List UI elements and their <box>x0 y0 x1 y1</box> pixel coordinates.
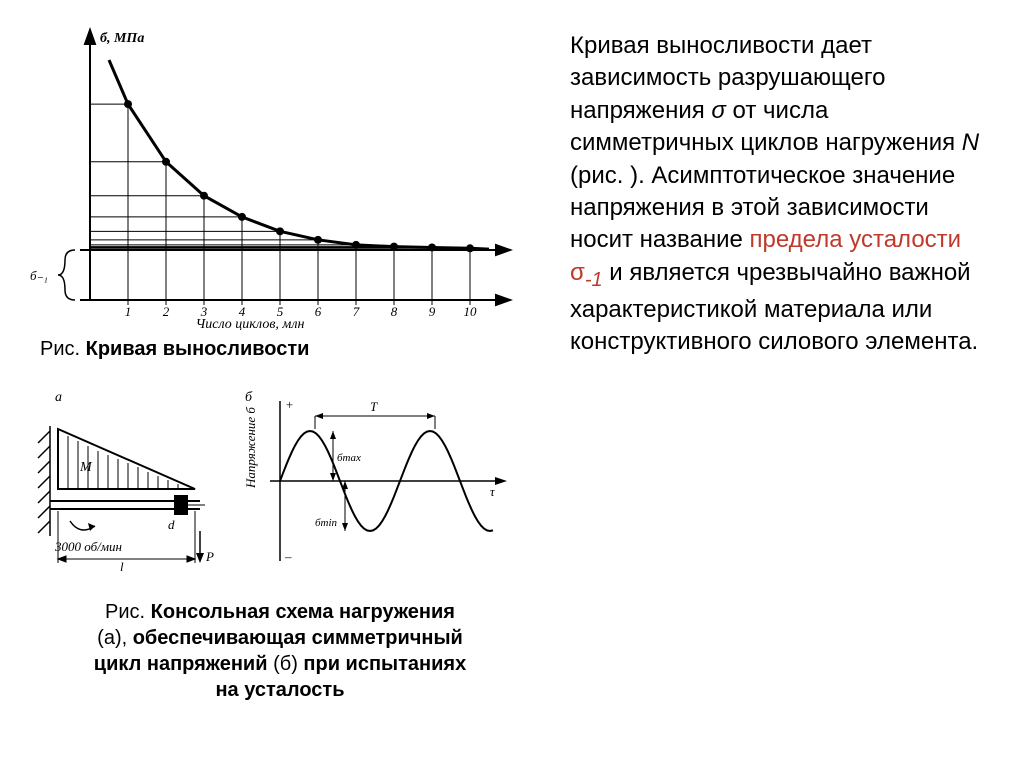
svg-text:10: 10 <box>464 304 478 319</box>
body-paragraph: Кривая выносливости дает зависимость раз… <box>570 20 990 703</box>
caption-1-bold: Кривая выносливости <box>86 338 310 360</box>
endurance-curve-chart: б₋₁ б, МПа 12345678910 Число циклов, млн <box>20 20 520 330</box>
c2-prefix: Рис. <box>105 601 151 623</box>
tau-label: τ <box>490 484 496 499</box>
para-hl-sub: -1 <box>585 269 603 291</box>
svg-text:6: 6 <box>315 304 322 319</box>
l-label: l <box>120 559 124 574</box>
para-t4: и является чрезвычайно важной характерис… <box>570 259 978 355</box>
c2-b1: Консольная схема нагружения <box>151 601 455 623</box>
d-label: d <box>168 517 175 532</box>
c2-p2: (б) <box>268 653 304 675</box>
y-axis-label: б, МПа <box>100 31 144 46</box>
c2-b3: цикл напряжений <box>94 653 268 675</box>
sine-y-label: Напряжение б <box>243 407 258 489</box>
moment-label: М <box>79 460 93 475</box>
svg-text:8: 8 <box>391 304 398 319</box>
para-N: N <box>962 129 979 156</box>
svg-text:2: 2 <box>163 304 170 319</box>
plus-label: + <box>285 397 294 412</box>
caption-1: Рис. Кривая выносливости <box>40 338 540 361</box>
c2-b4: при испытаниях <box>303 653 466 675</box>
caption-1-prefix: Рис. <box>40 338 86 360</box>
c2-p1: (а), <box>97 627 133 649</box>
sigma-minus-1-label: б₋₁ <box>30 268 48 283</box>
x-axis-label: Число циклов, млн <box>196 317 305 330</box>
rpm-label: 3000 об/мин <box>54 539 122 554</box>
svg-text:7: 7 <box>353 304 360 319</box>
diagram-a-label: а <box>55 390 62 405</box>
c2-b2: обеспечивающая симметричный <box>133 627 463 649</box>
svg-text:9: 9 <box>429 304 436 319</box>
loading-scheme-diagram: а <box>20 381 520 591</box>
minus-label: – <box>284 549 292 564</box>
diagram-b-label: б <box>245 390 253 405</box>
caption-2: Рис. Консольная схема нагружения (а), об… <box>20 599 540 703</box>
period-label: T <box>370 399 378 414</box>
p-label: P <box>205 549 214 564</box>
c2-b5: на усталость <box>215 679 344 701</box>
smin-label: бmin <box>315 517 338 529</box>
svg-text:1: 1 <box>125 304 132 319</box>
para-sigma: σ <box>711 97 725 124</box>
smax-label: бmax <box>337 452 361 464</box>
